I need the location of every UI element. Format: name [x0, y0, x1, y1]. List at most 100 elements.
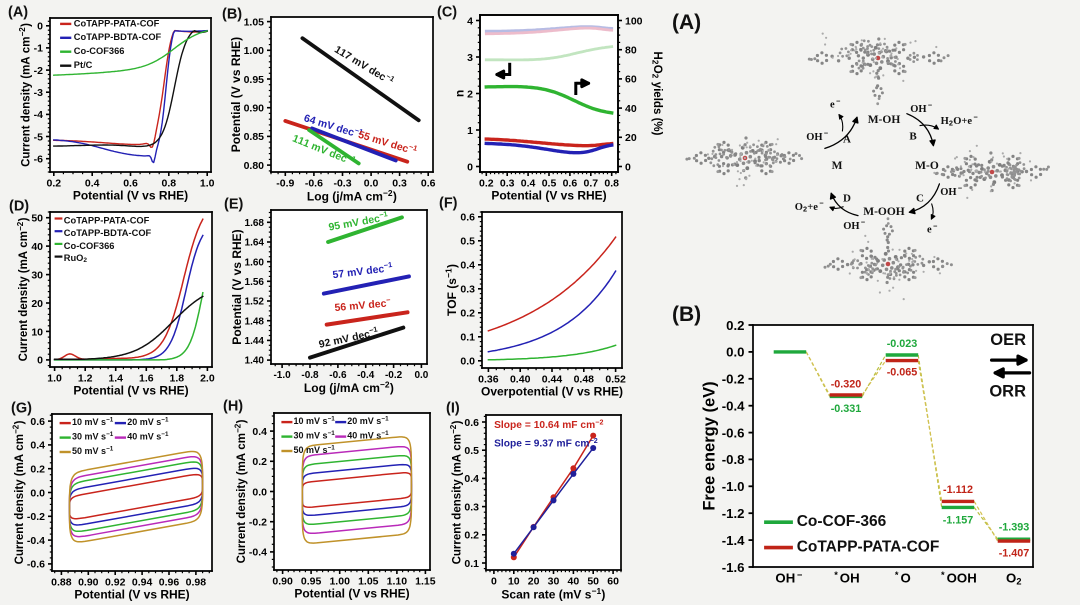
svg-text:0.2: 0.2: [252, 456, 267, 468]
svg-text:0.0: 0.0: [460, 356, 475, 368]
svg-text:40: 40: [625, 103, 637, 115]
svg-text:0.95: 0.95: [244, 74, 265, 86]
svg-text:1.4: 1.4: [108, 373, 123, 385]
svg-text:(G): (G): [11, 401, 32, 417]
svg-text:-0.4: -0.4: [722, 398, 745, 413]
svg-text:L o g ( j / m A c m ) − 2: L o g ( j / m A c m ) − 2: [307, 183, 401, 204]
svg-text:0.3: 0.3: [500, 178, 515, 190]
svg-text:2.0: 2.0: [200, 373, 215, 385]
svg-text:-0.2: -0.2: [249, 517, 267, 529]
svg-text:0.90: 0.90: [244, 103, 265, 115]
svg-text:80: 80: [625, 45, 637, 57]
svg-text:0.1: 0.1: [460, 332, 475, 344]
svg-text:0.44: 0.44: [542, 374, 563, 386]
svg-text:2: 2: [467, 88, 473, 100]
svg-text:(C): (C): [437, 5, 457, 21]
svg-text:(A): (A): [672, 11, 701, 34]
svg-text:Potential (V vs RHE): Potential (V vs RHE): [73, 384, 188, 398]
svg-text:30: 30: [548, 576, 560, 588]
svg-text:-1.112: -1.112: [943, 484, 973, 496]
svg-text:O + e 2 −: O + e 2 −: [795, 197, 824, 216]
svg-text:0.6: 0.6: [460, 212, 475, 224]
svg-text:1.64: 1.64: [245, 238, 265, 249]
svg-text:-5: -5: [34, 131, 43, 143]
svg-text:0.0: 0.0: [252, 486, 267, 498]
svg-text:1.00: 1.00: [244, 45, 265, 57]
svg-text:O H −: O H −: [806, 127, 828, 144]
svg-text:C u r r e n t d e n s i t y: C u r r e n t d e n s i t y ( m A c m ) …: [227, 415, 248, 563]
svg-text:-0.8: -0.8: [301, 370, 319, 381]
svg-text:0.3: 0.3: [392, 178, 407, 190]
svg-text:1 0 m V s − 1: 1 0 m V s − 1: [72, 409, 114, 429]
svg-text:0.90: 0.90: [78, 577, 99, 589]
svg-text:1.56: 1.56: [245, 277, 265, 288]
svg-text:Potential (V vs RHE): Potential (V vs RHE): [73, 189, 188, 203]
svg-text:Potential (V vs RHE): Potential (V vs RHE): [491, 189, 606, 203]
svg-text:-0.6: -0.6: [329, 370, 347, 381]
svg-text:1.40: 1.40: [245, 356, 265, 367]
svg-text:(I): (I): [446, 401, 460, 417]
svg-text:-6: -6: [34, 154, 43, 166]
svg-text:O H −: O H −: [940, 182, 962, 199]
svg-text:2 0 m V s − 1: 2 0 m V s − 1: [347, 408, 389, 428]
svg-text:9 2 m V d e c − 1: 9 2 m V d e c − 1: [316, 318, 380, 351]
svg-text:-0.2: -0.2: [27, 511, 45, 523]
svg-text:-2: -2: [34, 65, 43, 77]
svg-text:1.48: 1.48: [245, 316, 265, 327]
svg-text:0.2: 0.2: [46, 178, 61, 190]
svg-text:0.2: 0.2: [726, 318, 744, 333]
svg-text:1.6: 1.6: [139, 373, 154, 385]
svg-text:n: n: [453, 90, 467, 97]
svg-text:0.88: 0.88: [51, 577, 72, 589]
svg-text:O H −: O H −: [775, 570, 803, 587]
svg-text:M-O: M-O: [915, 160, 939, 172]
svg-text:CoTAPP-BDTA-COF: CoTAPP-BDTA-COF: [64, 228, 152, 238]
svg-text:-1.393: -1.393: [999, 522, 1030, 534]
svg-text:Co-COF-366: Co-COF-366: [797, 513, 887, 530]
svg-text:0.6: 0.6: [421, 178, 436, 190]
svg-text:S c a n r a t e ( m V s: S c a n r a t e ( m V s ) − 1: [501, 581, 609, 602]
svg-text:-0.8: -0.8: [722, 452, 745, 467]
svg-text:5 0 m V s − 1: 5 0 m V s − 1: [72, 438, 114, 458]
svg-text:0.48: 0.48: [574, 374, 595, 386]
svg-text:0: 0: [625, 161, 631, 173]
svg-text:-0.6: -0.6: [305, 178, 323, 190]
svg-text:0.3: 0.3: [460, 284, 475, 296]
svg-text:1.0: 1.0: [200, 178, 215, 190]
svg-text:50: 50: [587, 576, 599, 588]
svg-text:1.05: 1.05: [244, 16, 265, 28]
svg-text:(B): (B): [672, 303, 701, 326]
svg-text:40: 40: [31, 241, 43, 253]
svg-text:M: M: [832, 160, 843, 172]
svg-text:1 0 m V s − 1: 1 0 m V s − 1: [294, 408, 336, 428]
svg-text:0.2: 0.2: [30, 464, 45, 476]
svg-text:Potential (V vs RHE): Potential (V vs RHE): [74, 588, 189, 602]
svg-text:-1.0: -1.0: [722, 479, 745, 494]
svg-text:-0.2: -0.2: [722, 372, 745, 387]
svg-text:1.05: 1.05: [358, 576, 379, 588]
svg-text:-0.9: -0.9: [276, 178, 294, 190]
svg-text:A: A: [843, 134, 851, 146]
svg-text:5 0 m V s − 1: 5 0 m V s − 1: [294, 437, 336, 457]
svg-text:0.4: 0.4: [85, 178, 100, 190]
svg-text:0.4: 0.4: [464, 473, 479, 485]
svg-text:C u r r e n t d e n s i t y: C u r r e n t d e n s i t y ( m A c m ) …: [443, 416, 464, 564]
svg-text:-0.023: -0.023: [887, 338, 918, 350]
svg-text:CoTAPP-PATA-COF: CoTAPP-PATA-COF: [74, 18, 160, 28]
svg-text:1.10: 1.10: [387, 576, 408, 588]
svg-text:0.4: 0.4: [521, 178, 536, 190]
svg-text:0.98: 0.98: [186, 577, 207, 589]
svg-text:H O + e 2 −: H O + e 2 −: [941, 111, 978, 130]
svg-text:(F): (F): [439, 196, 458, 212]
svg-text:0.40: 0.40: [510, 374, 531, 386]
svg-text:H O y i e l d s ( % ) 2 2: H O y i e l d s ( % ) 2 2: [648, 52, 667, 140]
svg-text:O H −: O H −: [910, 99, 932, 116]
svg-text:-1: -1: [34, 43, 43, 55]
svg-text:0: 0: [37, 21, 43, 33]
svg-text:4: 4: [467, 15, 473, 27]
svg-text:-0.065: -0.065: [887, 367, 918, 379]
svg-text:B: B: [909, 131, 917, 143]
svg-text:0.2: 0.2: [479, 178, 494, 190]
svg-text:S l o p e = 9 . 3 7 m F: S l o p e = 9 . 3 7 m F c m − 2: [494, 430, 598, 451]
svg-text:1.60: 1.60: [245, 257, 265, 268]
